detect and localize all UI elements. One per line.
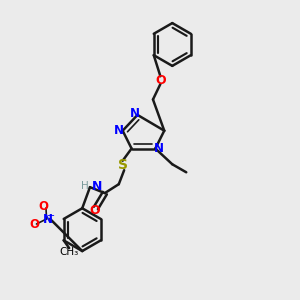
Text: N: N — [130, 107, 140, 120]
Text: O: O — [29, 218, 39, 231]
Text: N: N — [154, 142, 164, 155]
Text: O: O — [89, 204, 100, 217]
Text: N: N — [92, 180, 102, 193]
Text: N: N — [114, 124, 124, 137]
Text: O: O — [155, 74, 166, 87]
Text: N: N — [43, 213, 53, 226]
Text: S: S — [118, 158, 128, 172]
Text: −: − — [47, 211, 55, 221]
Text: H: H — [81, 181, 88, 191]
Text: CH₃: CH₃ — [59, 247, 79, 257]
Text: O: O — [39, 200, 49, 213]
